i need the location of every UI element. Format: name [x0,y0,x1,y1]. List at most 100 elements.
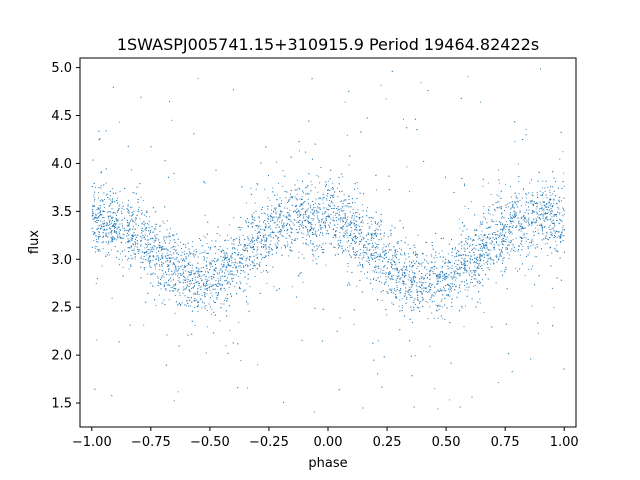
data-point [471,298,473,300]
data-point [375,230,377,231]
data-point [461,245,463,247]
data-point [530,268,532,270]
data-point [466,242,468,244]
data-point [363,245,365,247]
data-point [355,226,357,228]
data-point [164,285,165,287]
data-point [454,248,456,250]
data-point [247,251,248,253]
data-point [372,270,374,272]
data-point [243,246,245,248]
data-point [275,216,277,218]
data-point [359,249,361,250]
data-point [252,246,254,248]
data-point [108,218,110,220]
data-point [231,257,233,259]
data-point [147,235,148,237]
data-point [488,206,490,208]
data-point [517,163,519,165]
data-point [517,201,519,203]
data-point [511,233,513,235]
data-point [447,253,449,255]
data-point [182,260,183,262]
data-point [351,198,353,200]
data-point [219,269,221,271]
data-point [549,205,551,207]
data-point [336,227,338,229]
data-point [411,375,413,377]
data-point [451,251,453,253]
data-point [197,271,199,273]
data-point [217,278,219,279]
data-point [208,303,210,305]
data-point [210,247,212,249]
data-point [259,235,261,237]
data-point [248,239,250,241]
data-point [541,187,543,189]
data-point [310,229,312,231]
data-point [433,318,435,319]
data-point [226,256,228,258]
data-point [552,186,554,188]
data-point [224,299,225,301]
data-point [507,203,509,205]
data-point [302,221,303,223]
data-point [259,241,261,243]
data-point [422,282,424,284]
data-point [279,205,281,207]
data-point [473,262,475,264]
data-point [526,219,528,221]
data-point [291,232,293,234]
data-point [127,232,128,234]
data-point [390,229,392,231]
data-point [96,246,98,248]
data-point [543,213,545,215]
data-point [494,239,495,240]
data-point [186,265,188,267]
data-point [336,330,338,332]
data-point [270,218,272,220]
data-point [460,261,462,263]
data-point [381,282,382,284]
data-point [547,255,549,257]
data-point [475,235,477,237]
data-point [500,190,502,192]
data-point [294,205,296,207]
data-point [162,248,164,250]
data-point [314,207,316,208]
data-point [333,234,335,236]
data-point [239,280,241,282]
data-point [478,267,480,269]
data-point [353,229,355,231]
data-point [136,214,138,216]
data-point [172,234,174,236]
data-point [202,301,203,303]
data-point [443,275,445,277]
data-point [138,225,139,226]
data-point [383,243,385,245]
data-point [409,260,411,262]
data-point [376,189,378,191]
data-point [116,197,118,199]
data-point [478,280,480,282]
data-point [154,246,156,248]
data-point [209,306,211,308]
data-point [231,260,233,262]
data-point [150,266,152,268]
data-point [438,252,440,254]
data-point [399,310,401,312]
data-point [326,199,328,201]
data-point [383,272,385,274]
data-point [347,246,349,248]
data-point [102,201,104,203]
data-point [97,241,99,243]
data-point [138,206,140,208]
data-point [511,207,513,209]
data-point [496,194,498,196]
data-point [111,201,113,203]
data-point [466,283,468,285]
data-point [549,190,551,191]
data-point [524,217,526,219]
data-point [420,301,422,302]
